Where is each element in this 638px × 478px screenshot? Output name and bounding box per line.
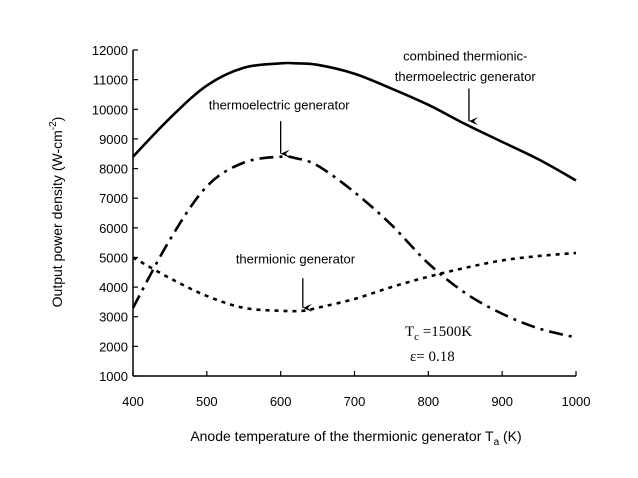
x-tick-label: 900 — [491, 394, 513, 409]
y-tick-label: 6000 — [99, 221, 128, 236]
y-tick-label: 11000 — [93, 73, 128, 88]
x-tick-label: 800 — [417, 394, 439, 409]
y-tick-label: 4000 — [99, 280, 128, 295]
x-tick-label: 700 — [344, 394, 366, 409]
x-tick-label: 500 — [196, 394, 218, 409]
x-tick-label: 1000 — [562, 394, 591, 409]
axis-ticks: 1000 2000 3000 4000 5000 6000 7000 8000 9000 1000… — [92, 43, 591, 409]
annotations: combined thermionic-thermoelectric gener… — [209, 48, 537, 312]
plot-frame — [132, 50, 576, 377]
y-tick-label: 10000 — [92, 102, 128, 117]
emissivity-parameter-label: ε= 0.18 — [410, 349, 455, 365]
y-tick-label: 1000 — [99, 369, 128, 384]
tc-parameter-label: Tc =1500K — [405, 324, 472, 343]
x-tick-label: 600 — [270, 394, 292, 409]
y-tick-label: 5000 — [99, 250, 128, 265]
y-tick-label: 8000 — [99, 162, 128, 177]
y-tick-label: 2000 — [99, 339, 128, 354]
y-axis-label: Output power density (W-cm-2) — [48, 117, 65, 308]
annotation-thermoelectric: thermoelectric generator — [209, 97, 351, 112]
series-line-solid — [132, 61, 577, 182]
annotation-thermionic: thermionic generator — [236, 251, 356, 266]
y-tick-label: 7000 — [99, 191, 128, 206]
series-lines — [131, 61, 577, 339]
y-tick-label: 3000 — [99, 310, 128, 325]
annotation-combined-line2: thermoelectric generator — [395, 69, 537, 84]
y-tick-label: 12000 — [92, 43, 128, 58]
annotation-combined-line1: combined thermionic- — [403, 48, 527, 63]
x-tick-label: 400 — [122, 394, 144, 409]
series-line-dashdot — [131, 155, 577, 339]
x-axis-label: Anode temperature of the thermionic gene… — [190, 428, 521, 448]
y-tick-label: 9000 — [99, 132, 128, 147]
